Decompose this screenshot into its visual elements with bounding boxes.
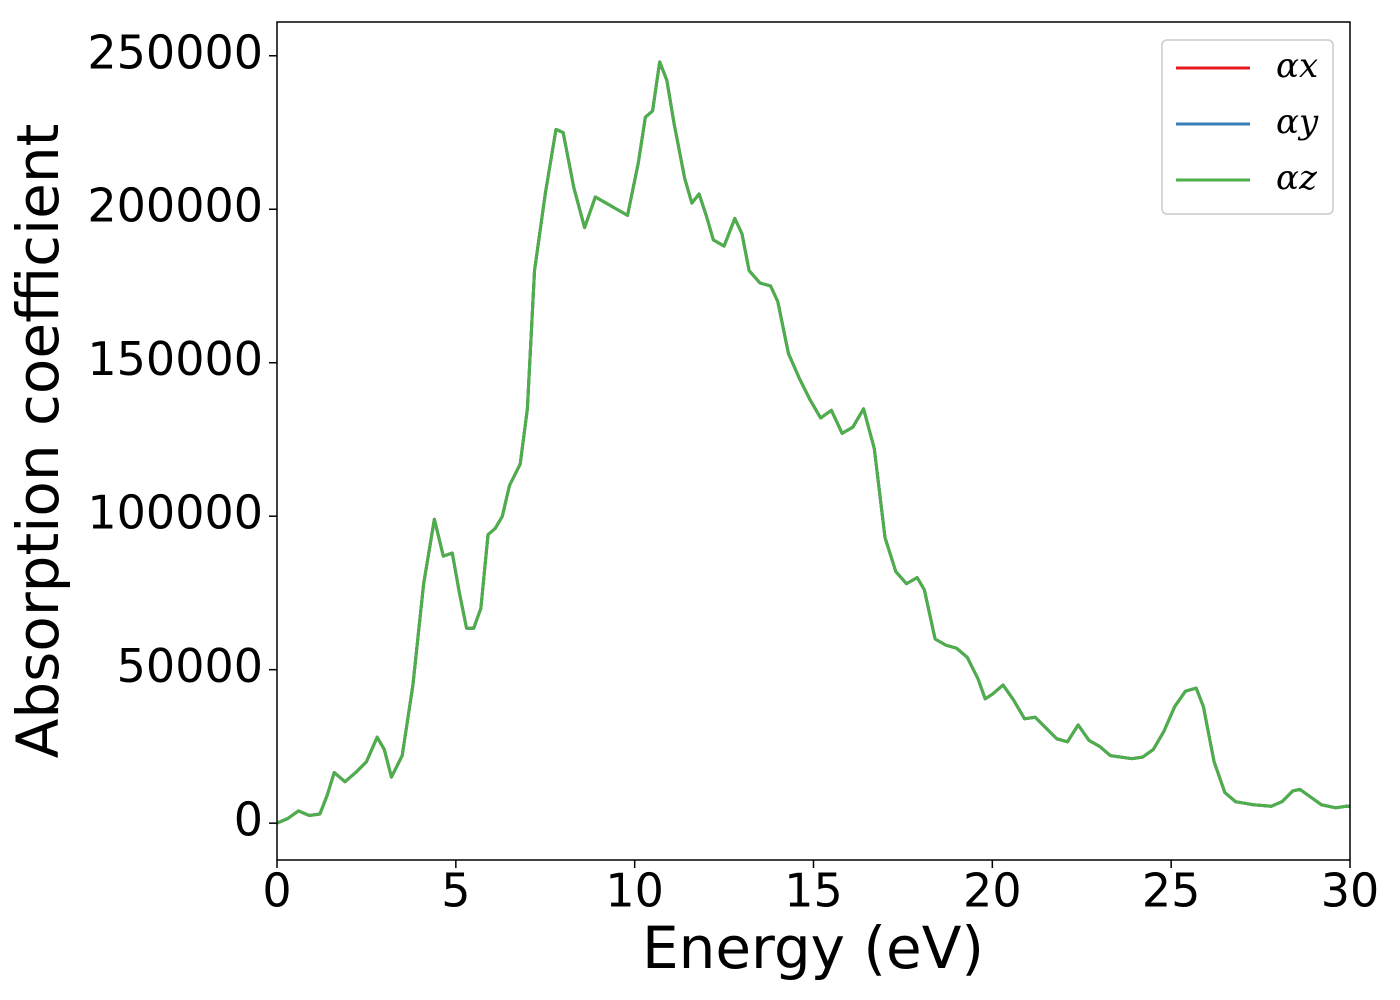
y-tick-label: 100000 [87,486,263,540]
y-tick-label: 150000 [87,332,263,386]
x-tick-label: 15 [784,864,843,918]
y-tick-label: 50000 [117,639,263,693]
x-tick-label: 10 [605,864,664,918]
y-tick-label: 250000 [87,25,263,79]
data-line [276,60,1350,825]
legend-box [1161,39,1334,215]
legend-label: αx [1276,46,1318,86]
y-axis-label: Absorption coefficient [4,124,72,759]
legend: αx αy αz [1161,39,1334,215]
legend-label: αy [1276,102,1319,142]
plot-frame [276,21,1351,861]
legend-label: αz [1276,158,1318,198]
x-tick-label: 5 [441,864,470,918]
y-tick-label: 0 [234,793,263,847]
x-axis-label: Energy (eV) [642,914,984,982]
x-tick-label: 20 [963,864,1022,918]
x-tick-label: 30 [1321,864,1380,918]
x-tick-label: 0 [262,864,291,918]
x-tick-label: 25 [1142,864,1201,918]
y-tick-label: 200000 [87,179,263,233]
